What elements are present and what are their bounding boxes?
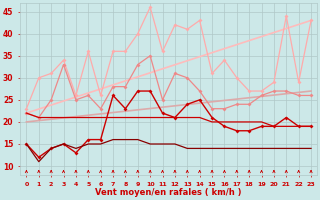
X-axis label: Vent moyen/en rafales ( km/h ): Vent moyen/en rafales ( km/h ) <box>95 188 242 197</box>
